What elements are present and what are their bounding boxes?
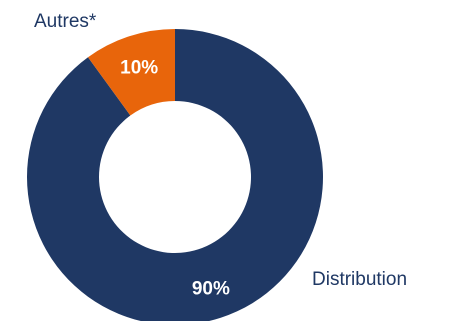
slice-value-label-distribution: 90% — [192, 278, 230, 299]
slice-value-label-autres: 10% — [120, 58, 158, 79]
slice-autres — [88, 29, 175, 116]
slices-group — [27, 29, 323, 321]
category-label-autres: Autres* — [34, 11, 97, 32]
slice-distribution — [27, 29, 323, 321]
category-label-distribution: Distribution — [312, 269, 407, 290]
